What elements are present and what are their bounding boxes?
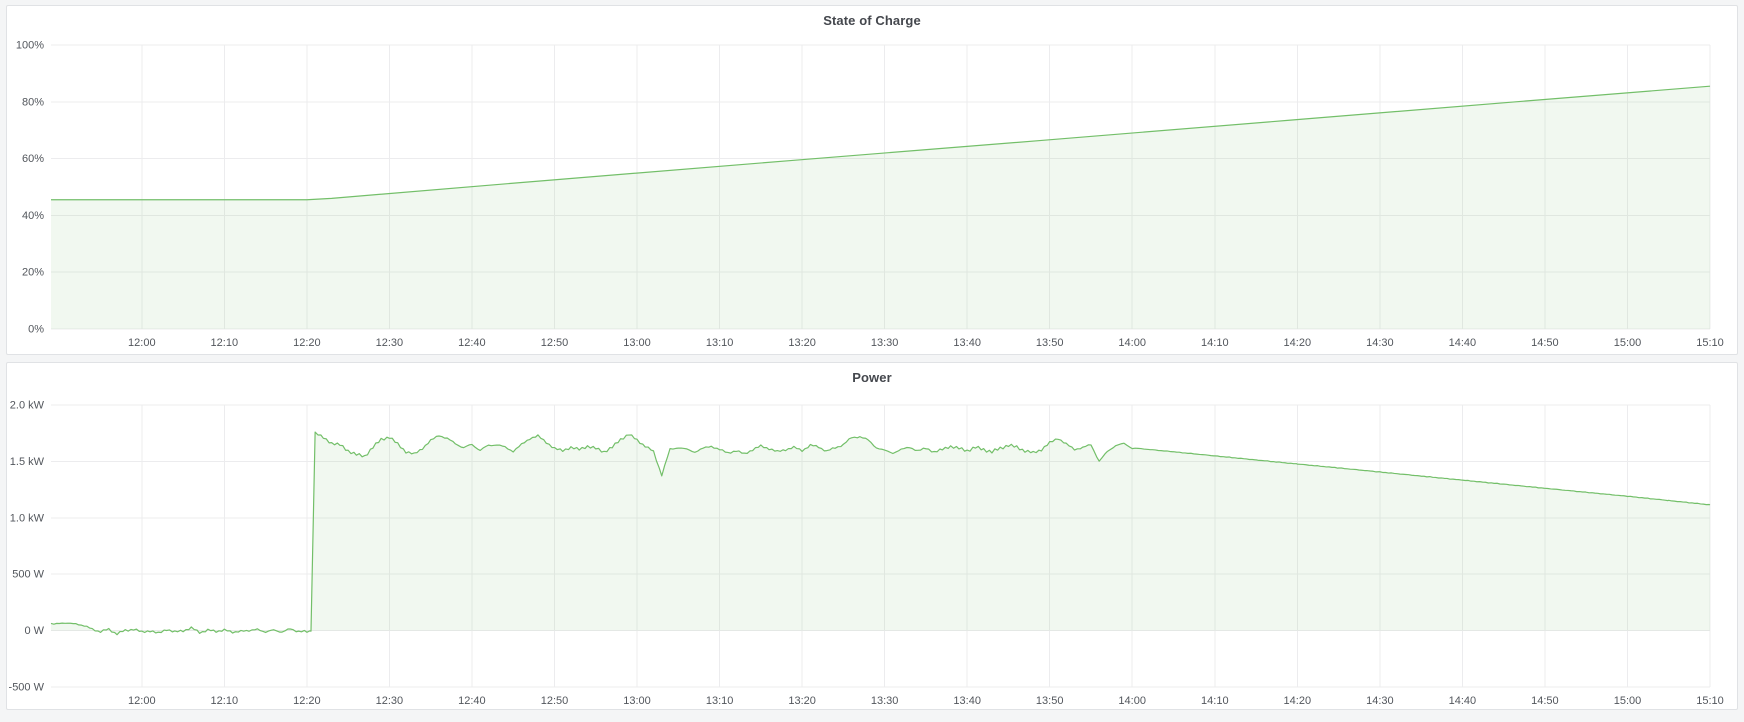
series-line <box>51 85 1711 201</box>
x-axis-tick-label: 13:40 <box>953 337 981 349</box>
x-axis-tick-label: 13:50 <box>1036 695 1064 707</box>
x-axis-tick-label: 13:10 <box>706 337 734 349</box>
y-axis-tick-label: 80% <box>22 96 44 108</box>
x-axis-tick-label: 15:10 <box>1696 337 1724 349</box>
x-axis-tick-label: 12:30 <box>376 695 404 707</box>
x-axis-tick-label: 12:10 <box>211 695 239 707</box>
x-axis-tick-label: 14:20 <box>1284 695 1312 707</box>
y-axis-tick-label: 0 W <box>24 625 44 637</box>
series-area-fill <box>51 432 1710 635</box>
y-axis-tick-label: 20% <box>22 267 44 279</box>
y-axis-tick-label: 500 W <box>12 569 44 581</box>
y-axis-tick-label: 60% <box>22 153 44 165</box>
x-axis-tick-label: 14:40 <box>1449 337 1477 349</box>
panel-title-state-of-charge[interactable]: State of Charge <box>823 12 921 28</box>
x-axis-tick-label: 14:30 <box>1366 337 1394 349</box>
series-area-fill <box>51 86 1710 330</box>
x-axis-tick-label: 14:20 <box>1284 337 1312 349</box>
x-axis-tick-label: 12:20 <box>293 337 321 349</box>
power-chart[interactable]: -500 W 0 W 500 W 1.0 kW 1.5 kW 2.0 kW 12:00 12:… <box>7 391 1737 709</box>
x-axis-tick-label: 12:20 <box>293 695 321 707</box>
y-axis-tick-label: 0% <box>28 324 44 336</box>
power-panel: Power -500 W 0 W 500 W 1.0 kW 1.5 kW 2.0 kW 12… <box>6 362 1738 710</box>
x-axis-tick-label: 12:40 <box>458 695 486 707</box>
y-axis-tick-label: 100% <box>16 40 44 52</box>
x-axis-tick-label: 13:00 <box>623 695 651 707</box>
x-axis-tick-label: 15:00 <box>1614 337 1642 349</box>
x-axis-tick-label: 13:10 <box>706 695 734 707</box>
x-axis-tick-label: 14:00 <box>1118 695 1146 707</box>
x-axis-tick-label: 13:20 <box>788 695 816 707</box>
x-axis-tick-label: 15:10 <box>1696 695 1724 707</box>
panel-title-power[interactable]: Power <box>852 369 892 385</box>
x-axis-tick-label: 12:10 <box>211 337 239 349</box>
x-axis-tick-label: 14:30 <box>1366 695 1394 707</box>
x-axis-tick-label: 13:40 <box>953 695 981 707</box>
x-axis-tick-label: 12:00 <box>128 695 156 707</box>
x-axis-tick-label: 12:40 <box>458 337 486 349</box>
x-axis-tick-label: 12:00 <box>128 337 156 349</box>
series-line <box>50 431 1711 636</box>
x-axis-tick-label: 12:50 <box>541 695 569 707</box>
y-axis-tick-label: 1.0 kW <box>10 512 45 524</box>
x-axis-tick-label: 13:50 <box>1036 337 1064 349</box>
x-axis-tick-label: 14:10 <box>1201 695 1229 707</box>
x-axis-tick-label: 13:30 <box>871 337 899 349</box>
x-axis-tick-label: 12:30 <box>376 337 404 349</box>
x-axis-tick-label: 14:00 <box>1118 337 1146 349</box>
x-axis-tick-label: 13:30 <box>871 695 899 707</box>
x-axis-tick-label: 14:10 <box>1201 337 1229 349</box>
state-of-charge-chart[interactable]: 0% 20% 40% 60% 80% 100% 12:00 12:10 12:20 12:30 12… <box>7 34 1737 354</box>
y-axis-tick-label: 40% <box>22 210 44 222</box>
x-axis-tick-label: 14:40 <box>1449 695 1477 707</box>
x-axis-tick-label: 13:00 <box>623 337 651 349</box>
x-axis-tick-label: 15:00 <box>1614 695 1642 707</box>
y-axis-tick-label: 2.0 kW <box>10 400 45 412</box>
y-axis-tick-label: -500 W <box>9 682 45 694</box>
x-axis-tick-label: 14:50 <box>1531 695 1559 707</box>
x-axis-tick-label: 12:50 <box>541 337 569 349</box>
state-of-charge-panel: State of Charge 0% 20% 40% 60% 80% 100% 12:00 1… <box>6 5 1738 355</box>
y-axis-tick-label: 1.5 kW <box>10 456 45 468</box>
x-axis-tick-label: 13:20 <box>788 337 816 349</box>
x-axis-tick-label: 14:50 <box>1531 337 1559 349</box>
